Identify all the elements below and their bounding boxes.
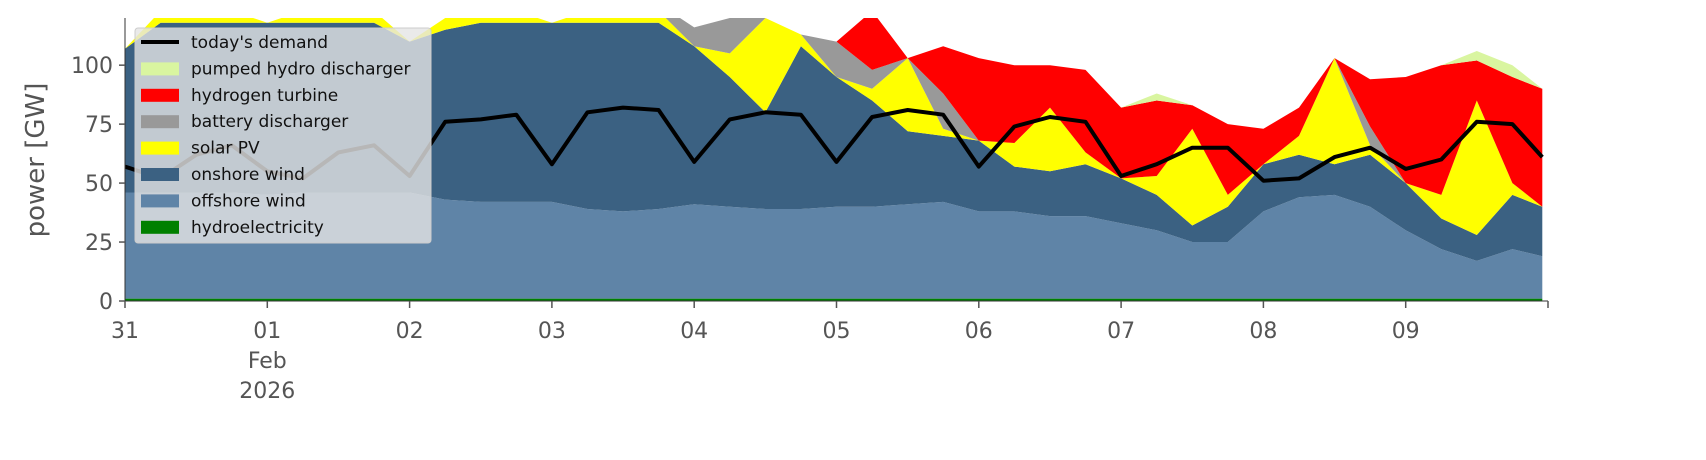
x-tick-label: 03 xyxy=(538,319,566,344)
legend-box xyxy=(134,27,432,244)
area xyxy=(125,18,1543,235)
y-tick-label: 75 xyxy=(85,113,113,138)
legend-swatch xyxy=(141,141,179,155)
area xyxy=(125,298,1543,301)
plot-area xyxy=(125,18,1544,301)
legend-swatch xyxy=(141,62,179,76)
x-tick-label: 01 Feb 2026 xyxy=(239,319,295,404)
legend-swatch xyxy=(141,220,179,234)
x-tick-label: 05 xyxy=(823,319,851,344)
area xyxy=(125,192,1543,299)
legend-label: hydroelectricity xyxy=(191,218,324,238)
legend-label: offshore wind xyxy=(191,191,306,211)
y-axis-label: power [GW] xyxy=(21,83,51,238)
y-tick-label: 0 xyxy=(99,290,113,315)
legend-label: battery discharger xyxy=(191,112,348,132)
x-tick-label: 08 xyxy=(1249,319,1277,344)
area xyxy=(125,18,1543,207)
legend-label: hydrogen turbine xyxy=(191,86,338,106)
x-tick-label: 06 xyxy=(965,319,993,344)
x-tick-label: 31 xyxy=(111,319,139,344)
y-tick-label: 50 xyxy=(85,172,113,197)
x-tick-label: 09 xyxy=(1392,319,1420,344)
legend-label: pumped hydro discharger xyxy=(191,59,410,79)
x-tick-label: 07 xyxy=(1107,319,1135,344)
y-tick-label: 25 xyxy=(85,231,113,256)
legend-label: today's demand xyxy=(191,33,328,53)
x-tick-label: 02 xyxy=(396,319,424,344)
legend-label: onshore wind xyxy=(191,165,305,185)
legend-swatch xyxy=(141,194,179,208)
y-tick-label: 100 xyxy=(71,54,113,79)
x-tick-label: 04 xyxy=(680,319,708,344)
legend-label: solar PV xyxy=(191,139,260,159)
legend-swatch xyxy=(141,88,179,102)
legend-swatch xyxy=(141,115,179,129)
area xyxy=(125,22,1543,261)
legend-swatch xyxy=(141,168,179,181)
